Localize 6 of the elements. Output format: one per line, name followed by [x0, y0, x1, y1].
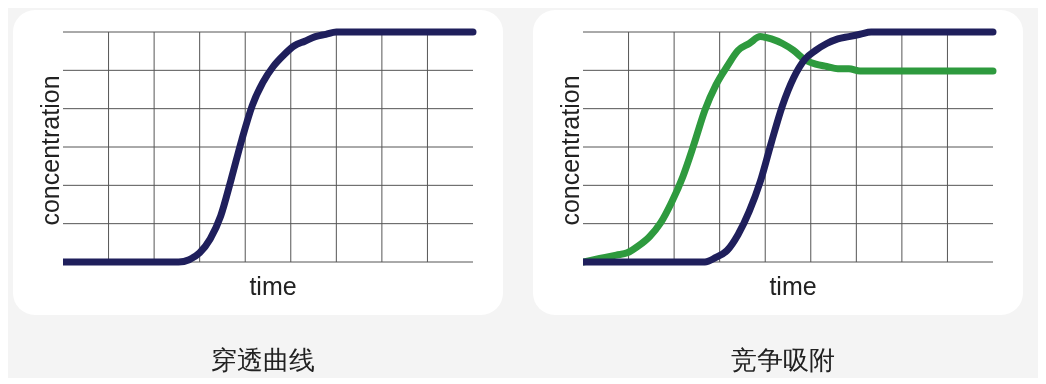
x-axis-title: time — [248, 272, 298, 301]
x-axis-title: time — [768, 272, 818, 301]
y-axis-title: concentration — [35, 74, 65, 226]
y-axis-title: concentration — [555, 74, 585, 226]
text: 穿透曲线 — [210, 344, 316, 377]
text: 竞争吸附 — [730, 344, 836, 377]
